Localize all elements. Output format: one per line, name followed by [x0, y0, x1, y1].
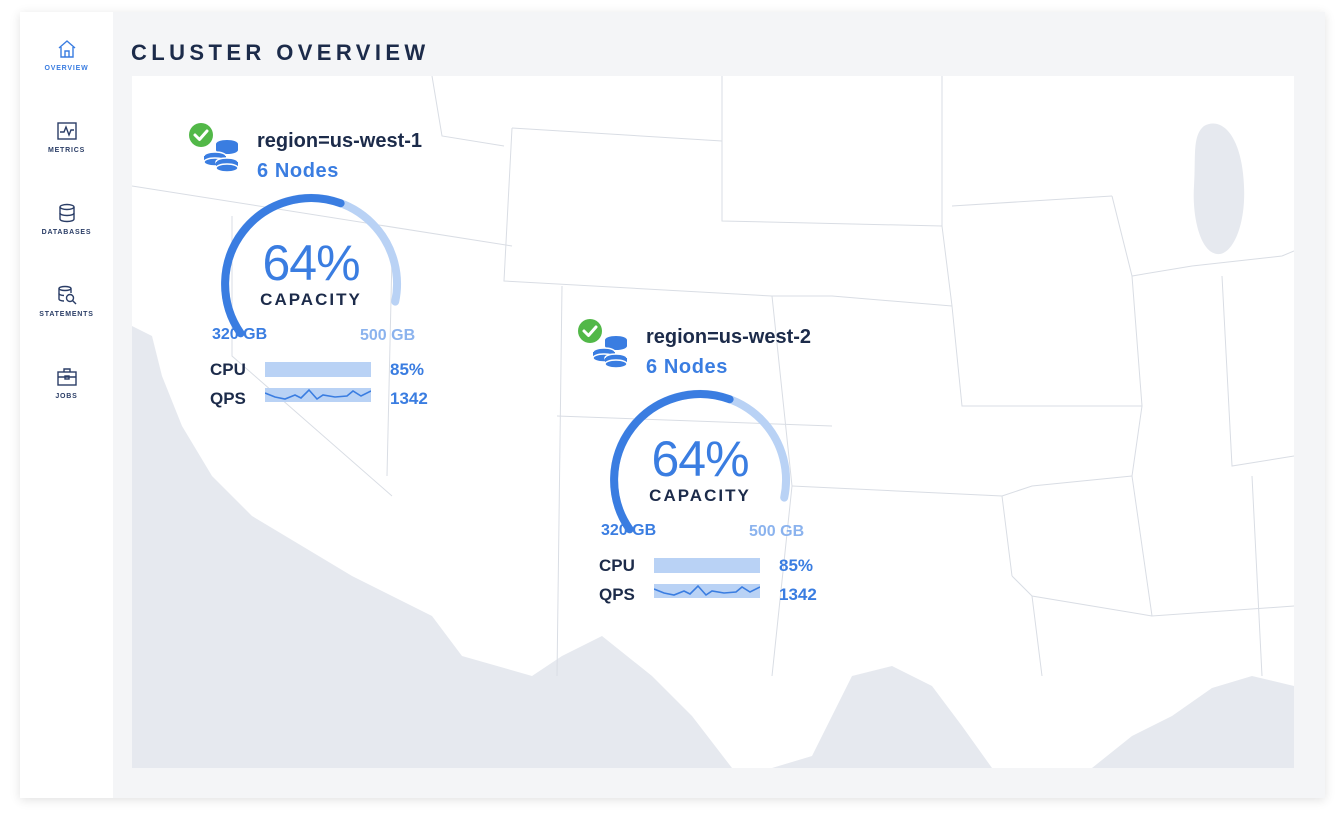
qps-label: QPS [599, 585, 635, 604]
capacity-gauge [221, 193, 401, 338]
nav-label-overview: OVERVIEW [44, 65, 89, 72]
database-stack-icon [203, 140, 239, 173]
storage-total: 500 GB [749, 523, 805, 540]
cpu-label: CPU [599, 556, 635, 575]
nav-item-statements[interactable]: STATEMENTS [20, 284, 113, 318]
storage-used: 320 GB [212, 326, 268, 343]
check-circle-icon [578, 319, 602, 343]
storage-used: 320 GB [601, 522, 657, 539]
app-window: OVERVIEW METRICS DATABASES STATEMENTS [20, 12, 1325, 798]
line-chart-icon [56, 122, 77, 140]
nav-label-metrics: METRICS [47, 147, 86, 154]
nav-label-databases: DATABASES [41, 229, 92, 236]
capacity-gauge [610, 389, 790, 534]
region-node-count: 6 Nodes [646, 356, 729, 378]
database-icon [58, 203, 75, 223]
qps-sparkline [654, 584, 760, 598]
home-icon [58, 40, 75, 58]
nav-item-overview[interactable]: OVERVIEW [20, 38, 113, 72]
cpu-label: CPU [210, 360, 246, 379]
cluster-map[interactable]: region=us-west-1 6 Nodes 64% CAPACITY 32… [132, 76, 1294, 768]
nav-item-metrics[interactable]: METRICS [20, 120, 113, 154]
database-stack-icon [592, 336, 628, 369]
sidebar: OVERVIEW METRICS DATABASES STATEMENTS [20, 12, 113, 798]
cpu-value: 85% [779, 556, 814, 575]
database-search-icon [57, 285, 76, 305]
qps-value: 1342 [390, 389, 428, 408]
capacity-percent: 64% [651, 431, 749, 487]
capacity-label: CAPACITY [260, 290, 362, 309]
nav-item-databases[interactable]: DATABASES [20, 202, 113, 236]
page-title: CLUSTER OVERVIEW [131, 40, 430, 65]
region-card-us-west-1[interactable]: region=us-west-1 6 Nodes 64% CAPACITY 32… [188, 122, 488, 442]
nav-item-jobs[interactable]: JOBS [20, 366, 113, 400]
storage-total: 500 GB [360, 327, 416, 344]
capacity-label: CAPACITY [649, 486, 751, 505]
region-name: region=us-west-2 [646, 326, 812, 348]
qps-value: 1342 [779, 585, 817, 604]
cpu-bar [265, 362, 371, 377]
briefcase-icon [56, 368, 77, 386]
nav-label-statements: STATEMENTS [39, 311, 94, 318]
region-name: region=us-west-1 [257, 130, 423, 152]
cpu-bar-fill [265, 362, 371, 377]
capacity-percent: 64% [262, 235, 360, 291]
cpu-bar [654, 558, 760, 573]
region-node-count: 6 Nodes [257, 160, 340, 182]
qps-label: QPS [210, 389, 246, 408]
region-card-us-west-2[interactable]: region=us-west-2 6 Nodes 64% CAPACITY 32… [577, 318, 877, 638]
nav-label-jobs: JOBS [55, 393, 78, 400]
cpu-value: 85% [390, 360, 425, 379]
map-lake [1193, 123, 1245, 255]
map-background [132, 76, 1294, 768]
qps-sparkline [265, 388, 371, 402]
cpu-bar-fill [654, 558, 760, 573]
check-circle-icon [189, 123, 213, 147]
